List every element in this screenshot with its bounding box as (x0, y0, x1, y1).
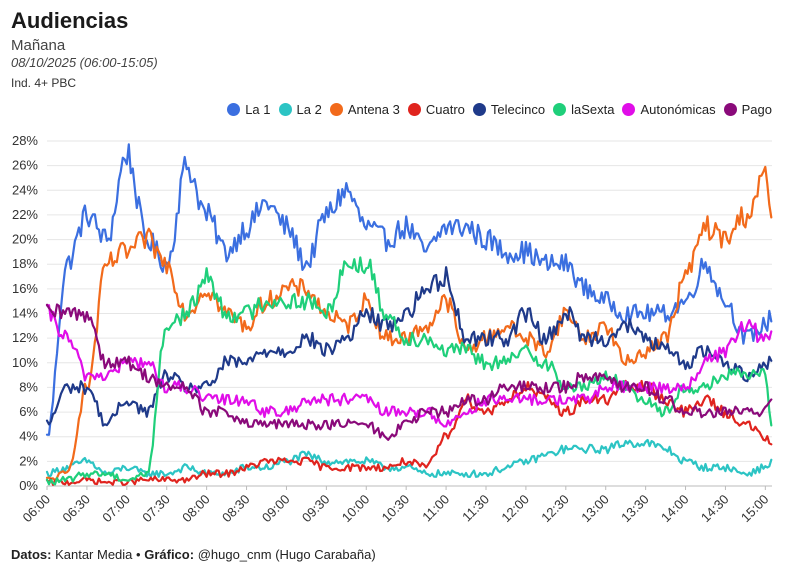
legend-label: Cuatro (425, 102, 465, 117)
legend-label: laSexta (571, 102, 615, 117)
legend-dot-icon (553, 103, 567, 116)
y-tick-label: 12% (12, 330, 38, 345)
legend-dot-icon (472, 103, 486, 116)
y-tick-label: 22% (12, 207, 38, 222)
legend-label: Antena 3 (347, 102, 400, 117)
legend-dot-icon (227, 103, 241, 116)
legend-label: La 2 (296, 102, 322, 117)
x-tick-label: 14:30 (698, 492, 732, 526)
credit-separator: • (136, 547, 141, 562)
x-tick-label: 15:00 (738, 492, 772, 526)
x-tick-label: 08:00 (179, 492, 213, 526)
x-tick-label: 08:30 (219, 492, 253, 526)
chart-subtitle: Mañana (11, 37, 66, 54)
credits: Datos: Kantar Media • Gráfico: @hugo_cnm… (11, 547, 376, 562)
x-tick-label: 12:30 (538, 492, 572, 526)
legend-item: Antena 3 (329, 102, 400, 117)
y-tick-label: 2% (19, 453, 38, 468)
x-tick-label: 14:00 (658, 492, 692, 526)
chart-title: Audiencias (11, 8, 129, 33)
x-tick-label: 06:00 (20, 492, 54, 526)
legend-item: La 2 (278, 102, 322, 117)
legend-dot-icon (329, 103, 343, 116)
legend-label: Pago (741, 102, 772, 117)
y-tick-label: 0% (19, 478, 38, 493)
legend-dot-icon (723, 103, 737, 116)
line-chart: 0% 2% 4% 6% 8% 10% 12% 14% 16% 18% 20% 22% 24% 26% 28%… (12, 133, 773, 526)
y-tick-label: 10% (12, 355, 38, 370)
y-tick-label: 14% (12, 306, 38, 321)
series-line-lasexta (45, 256, 773, 486)
x-tick-label: 09:00 (259, 492, 293, 526)
legend-label: Autonómicas (640, 102, 716, 117)
x-tick-label: 10:30 (379, 492, 413, 526)
legend-item: La 1 (227, 102, 271, 117)
data-source-value: Kantar Media (55, 547, 133, 562)
y-tick-label: 20% (12, 232, 38, 247)
date-range: 08/10/2025 (06:00-15:05) (11, 55, 158, 70)
x-tick-label: 11:30 (459, 492, 492, 525)
target-audience: Ind. 4+ PBC (11, 76, 77, 90)
y-tick-label: 26% (12, 158, 38, 173)
legend-dot-icon (407, 103, 421, 116)
chart-credit-value: @hugo_cnm (Hugo Carabaña) (197, 547, 376, 562)
x-tick-label: 10:00 (339, 492, 373, 526)
series-line-pago (45, 303, 773, 441)
x-tick-label: 07:30 (139, 492, 173, 526)
series-line-autonómicas (45, 304, 773, 428)
y-tick-label: 4% (19, 429, 38, 444)
x-tick-label: 11:00 (419, 492, 452, 525)
legend-label: La 1 (245, 102, 271, 117)
legend-item: Telecinco (472, 102, 546, 117)
y-tick-label: 24% (12, 182, 38, 197)
y-tick-label: 28% (12, 133, 38, 148)
legend-item: Cuatro (407, 102, 465, 117)
series-line-antena-3 (45, 165, 773, 482)
x-tick-label: 13:30 (618, 492, 652, 526)
legend-label: Telecinco (490, 102, 546, 117)
series-line-la-2 (45, 438, 773, 479)
data-source-label: Datos: (11, 547, 52, 562)
series-line-telecinco (45, 266, 773, 427)
legend-item: Autonómicas (622, 102, 716, 117)
x-tick-label: 12:00 (498, 492, 532, 526)
y-tick-label: 18% (12, 256, 38, 271)
x-tick-label: 13:00 (578, 492, 612, 526)
x-tick-label: 06:30 (59, 492, 93, 526)
chart-legend: La 1 La 2 Antena 3 Cuatro Telecinco laSexta Au… (219, 102, 772, 117)
y-tick-label: 6% (19, 404, 38, 419)
legend-item: laSexta (553, 102, 614, 117)
legend-dot-icon (622, 103, 636, 116)
x-tick-label: 07:00 (99, 492, 133, 526)
x-tick-label: 09:30 (299, 492, 333, 526)
legend-dot-icon (278, 103, 292, 116)
series-line-cuatro (45, 379, 773, 486)
y-tick-label: 8% (19, 379, 38, 394)
y-tick-label: 16% (12, 281, 38, 296)
chart-credit-label: Gráfico: (144, 547, 195, 562)
legend-item: Pago (723, 102, 772, 117)
